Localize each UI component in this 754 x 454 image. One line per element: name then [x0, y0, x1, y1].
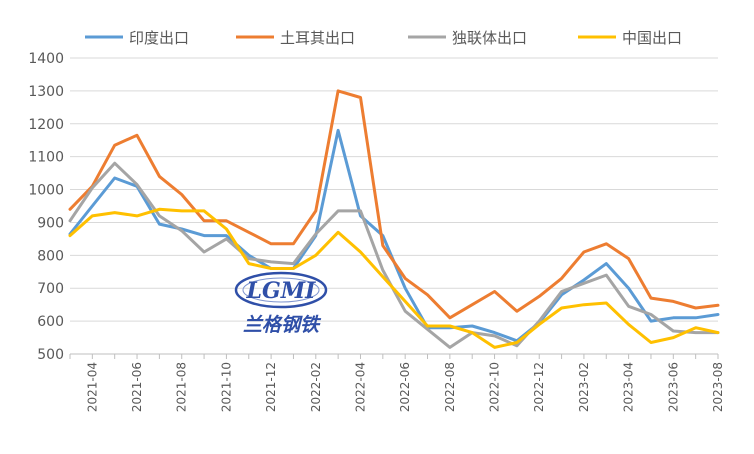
lgmi-watermark: LGMI 兰格钢铁 [234, 271, 328, 336]
x-tick-label: 2022-12 [532, 362, 546, 412]
x-tick-label: 2023-04 [622, 362, 636, 412]
y-tick-label: 800 [37, 248, 64, 264]
legend-label-1: 土耳其出口 [280, 29, 355, 47]
series-line-3 [68, 207, 720, 349]
x-tick-label: 2022-08 [443, 362, 457, 412]
y-tick-label: 1200 [28, 117, 64, 133]
y-tick-label: 700 [37, 281, 64, 297]
series-line-0 [68, 128, 720, 343]
y-tick-label: 1100 [28, 150, 64, 166]
series-line-1 [68, 89, 720, 320]
x-tick-label: 2022-02 [309, 362, 323, 412]
x-tick-label: 2023-06 [666, 362, 680, 412]
y-tick-label: 1400 [28, 51, 64, 67]
grid-lines [70, 57, 718, 355]
logo-oval [234, 271, 328, 309]
y-tick-label: 500 [37, 347, 64, 363]
x-tick-label: 2023-08 [711, 362, 725, 412]
y-tick-label: 1300 [28, 84, 64, 100]
logo-caption: 兰格钢铁 [243, 314, 322, 336]
logo-text: LGMI [246, 278, 317, 304]
legend-label-3: 中国出口 [622, 29, 682, 47]
y-tick-label: 1000 [28, 183, 64, 199]
x-tick-label: 2021-12 [264, 362, 278, 412]
logo-oval-inner [242, 277, 320, 303]
y-tick-label: 600 [37, 314, 64, 330]
legend-label-0: 印度出口 [129, 29, 189, 47]
x-tick-label: 2023-02 [577, 362, 591, 412]
x-tick-label: 2022-04 [353, 362, 367, 412]
y-axis: 500 600 700 800 900 1000 1100 1200 1300 1400 [28, 51, 64, 363]
x-tick-label: 2022-10 [488, 362, 502, 412]
legend: 印度出口 土耳其出口 独联体出口 中国出口 [85, 29, 682, 47]
y-tick-label: 900 [37, 215, 64, 231]
legend-label-2: 独联体出口 [452, 29, 527, 47]
x-tick-label: 2021-08 [175, 362, 189, 412]
x-tick-label: 2022-06 [398, 362, 412, 412]
series-lines [68, 89, 720, 349]
x-tick-label: 2021-06 [130, 362, 144, 412]
x-tick-label: 2021-10 [219, 362, 233, 412]
x-axis: 2021-04 2021-06 2021-08 2021-10 2021-12 2022-… [69, 353, 725, 412]
x-tick-label: 2021-04 [85, 362, 99, 412]
